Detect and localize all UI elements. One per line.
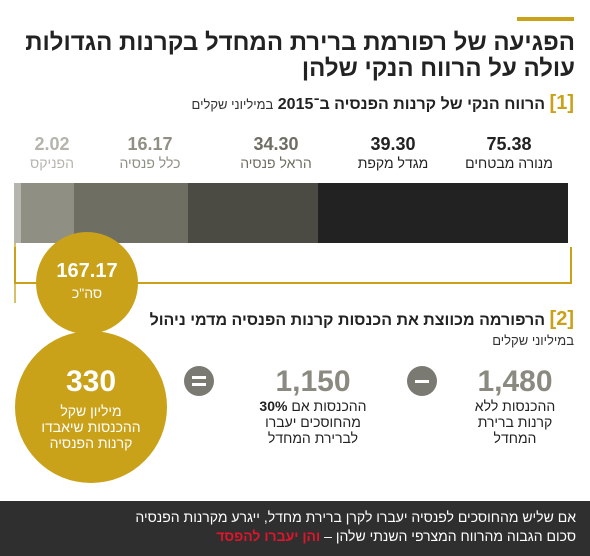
footer-note: אם שליש מהחוסכים לפנסיה יעברו לקרן ברירת… — [0, 501, 590, 556]
section2-unit: במיליוני שקלים — [492, 333, 574, 348]
footer-text: סכום הגבוה מהרווח המצרפי השנתי שלהן – — [320, 528, 576, 544]
company-name: מנורה מבטחים — [465, 155, 553, 171]
title-accent — [517, 17, 574, 21]
desc-line: ההכנסות אם 30% — [243, 398, 383, 414]
section1-unit: במיליוני שקלים — [191, 97, 274, 112]
bracket-bottom — [14, 282, 572, 284]
lost-revenue-desc: מיליון שקל ההכנסות שיאבדו קרנות הפנסיה — [25, 403, 157, 451]
footer-line-1: אם שליש מהחוסכים לפנסיה יעברו לקרן ברירת… — [135, 509, 576, 525]
bar-segment — [318, 183, 568, 243]
section2-heading: [2] הרפורמה מכווצת את הכנסות קרנות הפנסי… — [150, 308, 574, 331]
company-value: 39.30 — [370, 134, 416, 154]
section1-heading: [1] הרווח הנקי של קרנות הפנסיה ב־2015 במ… — [192, 92, 574, 115]
company-value: 16.17 — [127, 134, 173, 154]
revenue-with-default: 1,150 ההכנסות אם 30% מהחוסכים יעברו לברי… — [243, 365, 383, 447]
company-label: 39.30 מגדל מקפת — [343, 134, 443, 172]
company-label: 75.38 מנורה מבטחים — [453, 134, 565, 172]
total-badge: 167.17 סה"כ — [36, 232, 138, 334]
total-unit: סה"כ — [71, 285, 103, 301]
section1-title: הרווח הנקי של קרנות הפנסיה ב־2015 — [277, 96, 546, 113]
lost-revenue-badge: 330 מיליון שקל ההכנסות שיאבדו קרנות הפנס… — [15, 331, 167, 483]
company-value: 2.02 — [34, 134, 70, 154]
company-label: 34.30 הראל פנסיה — [226, 134, 326, 172]
desc-line: מיליון שקל — [60, 403, 122, 419]
desc-line: ההכנסות ללא — [474, 398, 556, 414]
equals-icon — [184, 366, 214, 396]
company-value: 34.30 — [253, 134, 299, 154]
company-name: הפניקס — [30, 155, 74, 171]
revenue-with-value: 1,150 — [275, 365, 351, 398]
footer-line-2: סכום הגבוה מהרווח המצרפי השנתי שלהן – וה… — [14, 527, 576, 546]
footer-highlight: והן יעברו להפסד — [216, 528, 321, 544]
bracket-right — [570, 247, 572, 284]
revenue-with-desc: ההכנסות אם 30% מהחוסכים יעברו לברירת המח… — [243, 398, 383, 446]
company-name: כלל פנסיה — [119, 155, 181, 171]
desc-line: קרנות ברירת — [477, 414, 553, 430]
section2-number: [2] — [549, 308, 574, 330]
total-value: 167.17 — [56, 260, 118, 282]
company-label: 2.02 הפניקס — [16, 134, 88, 172]
desc-percent: 30% — [259, 398, 288, 414]
title-line-2: עולה על הרווח הנקי שלהן — [301, 55, 575, 82]
company-label: 16.17 כלל פנסיה — [100, 134, 200, 172]
revenue-without-default: 1,480 ההכנסות ללא קרנות ברירת המחדל — [455, 365, 575, 447]
desc-line: קרנות הפנסיה — [49, 435, 133, 451]
company-name: הראל פנסיה — [240, 155, 312, 171]
lost-revenue-value: 330 — [65, 365, 117, 398]
desc-line: לברירת המחדל — [267, 430, 359, 446]
bar-segment — [20, 183, 75, 243]
page-title: הפגיעה של רפורמת ברירת המחדל בקרנות הגדו… — [15, 30, 575, 82]
desc-line: מהחוסכים יעברו — [265, 414, 361, 430]
revenue-without-desc: ההכנסות ללא קרנות ברירת המחדל — [455, 398, 575, 446]
company-value: 75.38 — [486, 134, 532, 154]
revenue-without-value: 1,480 — [477, 365, 553, 398]
bar-segment — [14, 183, 21, 243]
desc-prefix: ההכנסות אם — [287, 398, 367, 414]
desc-line: המחדל — [493, 430, 537, 446]
bar-segment — [187, 183, 319, 243]
title-line-1: הפגיעה של רפורמת ברירת המחדל בקרנות הגדו… — [25, 29, 575, 56]
section2-title: הרפורמה מכווצת את הכנסות קרנות הפנסיה מד… — [149, 312, 546, 329]
section1-number: [1] — [549, 92, 574, 114]
desc-line: ההכנסות שיאבדו — [41, 419, 141, 435]
minus-icon — [407, 366, 437, 396]
bracket-left — [14, 247, 16, 284]
company-name: מגדל מקפת — [357, 155, 429, 171]
